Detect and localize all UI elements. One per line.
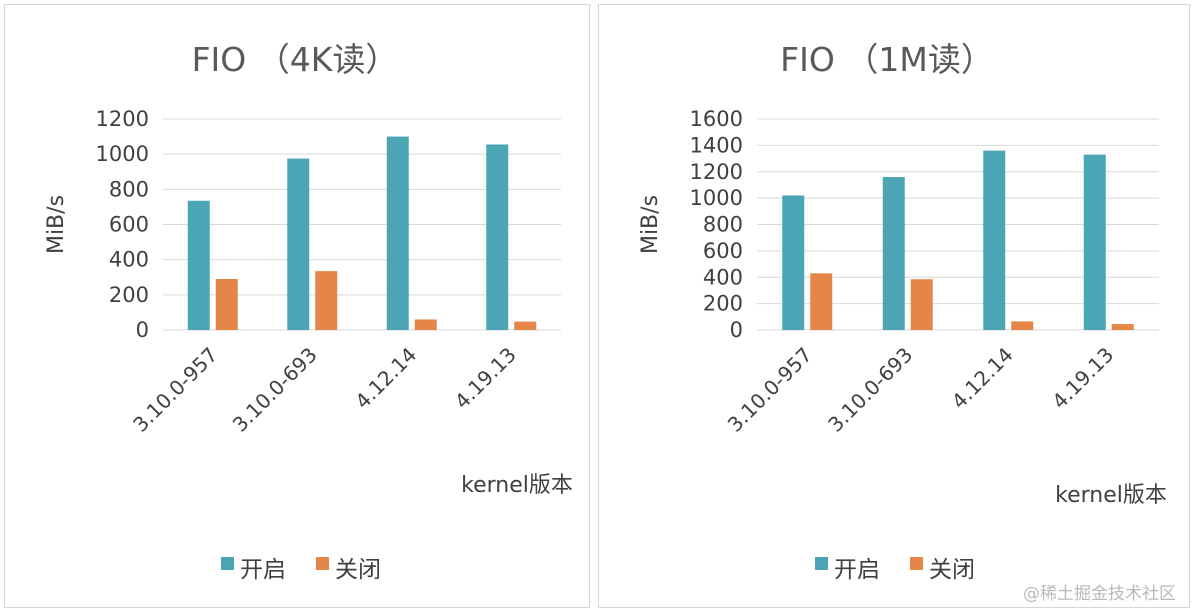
legend-swatch-open	[221, 557, 234, 570]
y-axis-label: MiB/s	[44, 195, 69, 254]
bar-closed	[1111, 324, 1134, 330]
bar-open	[983, 150, 1006, 330]
legend-swatch-closed	[316, 557, 329, 570]
bar-open	[1083, 154, 1106, 330]
bar-closed	[315, 271, 338, 330]
x-tick-label: 4.12.14	[947, 343, 1018, 414]
x-tick-label: 3.10.0-957	[723, 343, 817, 437]
bar-closed	[810, 273, 833, 330]
bar-open	[782, 195, 805, 330]
bar-open	[486, 144, 509, 330]
legend-label-open: 开启	[240, 557, 286, 583]
y-tick-label: 200	[109, 283, 149, 307]
y-tick-label: 600	[703, 239, 743, 263]
y-tick-label: 1600	[690, 107, 743, 131]
bar-closed	[910, 279, 933, 330]
bar-open	[882, 177, 905, 330]
chart-panel-1m: FIO （1M读） MiB/s 0 200 400 600 800 1000 1200 1400 1…	[598, 4, 1190, 608]
y-tick-label: 800	[703, 213, 743, 237]
legend-label-closed: 关闭	[929, 557, 975, 583]
bar-open	[287, 158, 310, 330]
x-tick-label: 3.10.0-693	[228, 343, 322, 437]
bar-closed	[414, 319, 437, 330]
y-tick-label: 200	[703, 292, 743, 316]
bar-closed	[514, 321, 537, 330]
legend-swatch-open	[815, 557, 828, 570]
chart-panel-4k: FIO （4K读） MiB/s 0 200 400 600 800 1000 1200 3.10.…	[4, 4, 590, 608]
chart-4k-svg: FIO （4K读） MiB/s 0 200 400 600 800 1000 1200 3.10.…	[44, 40, 573, 583]
x-tick-label: 3.10.0-957	[128, 343, 222, 437]
bar-closed	[215, 279, 238, 330]
y-tick-label: 1200	[96, 107, 149, 131]
x-tick-label: 4.12.14	[350, 343, 421, 414]
y-tick-label: 1000	[690, 186, 743, 210]
x-axis-label: kernel版本	[461, 473, 573, 498]
watermark: @稀土掘金技术社区	[1023, 584, 1176, 604]
x-tick-label: 4.19.13	[1047, 343, 1118, 414]
x-axis-label: kernel版本	[1055, 483, 1167, 508]
x-tick-label: 4.19.13	[450, 343, 521, 414]
y-axis-label: MiB/s	[638, 195, 663, 254]
legend-label-closed: 关闭	[335, 557, 381, 583]
y-tick-label: 0	[730, 318, 743, 342]
x-tick-label: 3.10.0-693	[823, 343, 917, 437]
y-tick-label: 1400	[690, 133, 743, 157]
bar-open	[386, 136, 409, 330]
y-tick-label: 1000	[96, 142, 149, 166]
bar-closed	[1011, 321, 1034, 330]
legend-label-open: 开启	[834, 557, 880, 583]
y-tick-label: 1200	[690, 160, 743, 184]
y-tick-label: 0	[136, 318, 149, 342]
bar-open	[187, 200, 210, 330]
y-tick-label: 800	[109, 177, 149, 201]
chart-title: FIO （4K读）	[192, 40, 399, 79]
y-tick-label: 400	[703, 265, 743, 289]
y-tick-label: 400	[109, 248, 149, 272]
chart-title: FIO （1M读）	[780, 40, 994, 79]
y-tick-label: 600	[109, 213, 149, 237]
legend-swatch-closed	[910, 557, 923, 570]
